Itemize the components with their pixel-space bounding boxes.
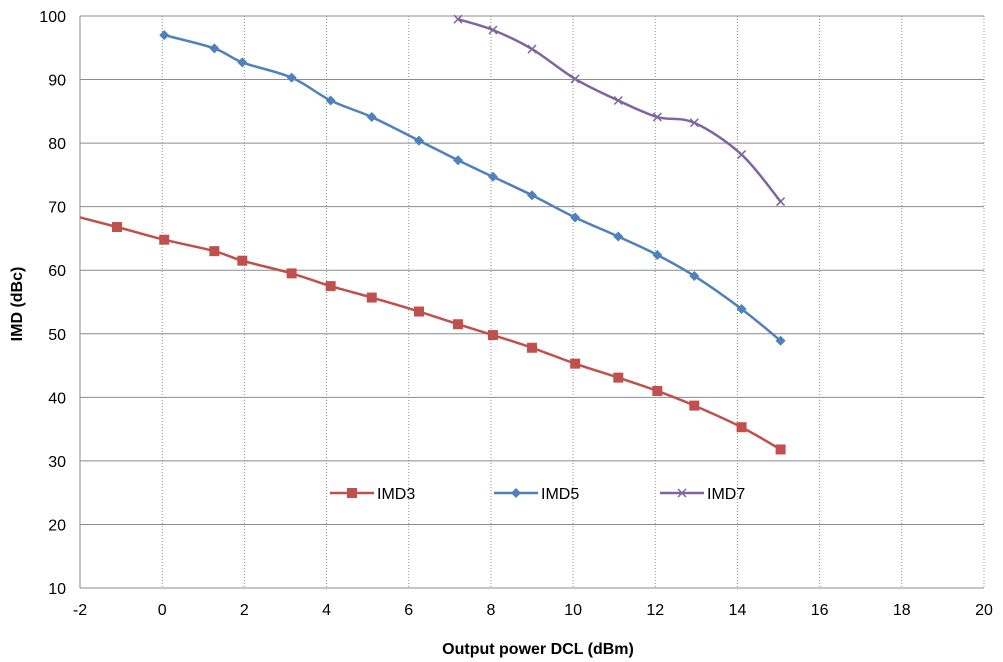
- data-point-imd7-4-stroke-b: [613, 95, 623, 106]
- data-point-imd3-1: [111, 222, 122, 233]
- data-point-imd5-13: [689, 270, 700, 281]
- y-tick-label-30: 30: [48, 454, 66, 471]
- x-tick-label-20: 20: [975, 602, 993, 619]
- x-tick-label-10: 10: [564, 602, 582, 619]
- data-point-imd3-7: [366, 292, 377, 303]
- data-point-imd7-1: [488, 25, 498, 35]
- data-point-imd3-12: [570, 358, 581, 369]
- data-point-imd7-6: [689, 118, 699, 128]
- data-point-imd5-15: [775, 335, 786, 346]
- legend-label-imd3: IMD3: [377, 486, 415, 503]
- y-tick-label-20: 20: [48, 517, 66, 534]
- y-tick-label-60: 60: [48, 263, 66, 280]
- data-point-imd3-16: [736, 422, 747, 433]
- data-point-imd3-6: [325, 281, 336, 292]
- x-tick-label-18: 18: [893, 602, 911, 619]
- series-line-imd7: [457, 17, 782, 203]
- data-point-imd7-2: [527, 44, 537, 54]
- data-point-imd7-0-stroke-b: [453, 14, 463, 24]
- data-point-imd7-7: [737, 150, 747, 160]
- data-point-imd7-0: [453, 14, 463, 24]
- data-point-imd7-2-stroke-b: [527, 44, 537, 54]
- legend-item-imd3: IMD3: [330, 486, 415, 503]
- data-point-imd5-10: [570, 212, 581, 223]
- data-point-imd5-5: [366, 112, 377, 123]
- series-line-imd3: [80, 216, 782, 451]
- data-point-imd5-3: [286, 72, 297, 83]
- y-tick-label-10: 10: [48, 581, 66, 598]
- legend: IMD3 IMD5 IMD7: [330, 486, 745, 503]
- data-point-imd3-10: [487, 330, 498, 341]
- x-tick-label-0: 0: [158, 602, 167, 619]
- data-point-imd7-4: [613, 95, 623, 106]
- legend-marker-imd7: [677, 488, 687, 498]
- x-tick-label-6: 6: [404, 602, 413, 619]
- data-point-imd3-3: [209, 246, 220, 257]
- data-point-imd7-8-stroke-b: [776, 197, 786, 207]
- data-point-imd7-7-stroke-b: [737, 150, 747, 160]
- legend-marker-imd5: [511, 488, 521, 498]
- axes: 10 20 30 40 50 60 70 80 90 100 -2 0 2 4 6 8 10 12 14 16 18 20: [39, 9, 993, 619]
- data-point-imd3-15: [689, 400, 700, 411]
- x-tick-label-4: 4: [322, 602, 331, 619]
- x-tick-label-2: 2: [240, 602, 249, 619]
- data-point-imd7-3-stroke-b: [570, 74, 580, 84]
- legend-marker-imd3: [347, 488, 357, 498]
- data-point-imd5-8: [487, 171, 498, 182]
- data-point-imd5-4: [325, 95, 336, 106]
- data-point-imd5-1: [209, 43, 220, 54]
- data-point-imd5-12: [652, 249, 663, 260]
- data-point-imd5-6: [414, 135, 424, 146]
- legend-label-imd5: IMD5: [541, 486, 579, 503]
- series-imd7: [453, 14, 786, 207]
- y-tick-label-80: 80: [48, 136, 66, 153]
- legend-item-imd7: IMD7: [660, 486, 745, 503]
- x-tick-label-14: 14: [729, 602, 747, 619]
- y-tick-label-70: 70: [48, 200, 66, 217]
- data-point-imd3-17: [775, 444, 786, 455]
- y-tick-label-100: 100: [39, 9, 66, 26]
- data-point-imd3-14: [652, 385, 663, 396]
- data-point-imd5-11: [613, 231, 624, 242]
- x-axis-title: Output power DCL (dBm): [442, 641, 634, 658]
- data-point-imd7-1-stroke-b: [488, 25, 498, 35]
- data-point-imd7-5-stroke-b: [652, 112, 662, 122]
- y-axis-title: IMD (dBc): [9, 267, 26, 342]
- y-tick-label-90: 90: [48, 73, 66, 90]
- series-line-imd5: [163, 33, 782, 342]
- data-point-imd3-11: [527, 342, 537, 353]
- series-imd3: [80, 216, 786, 455]
- data-point-imd3-2: [159, 234, 170, 245]
- data-point-imd7-3: [570, 74, 580, 84]
- legend-marker-imd7-stroke-b: [677, 488, 687, 498]
- series-imd5: [159, 30, 786, 346]
- x-tick-label--2: -2: [73, 602, 87, 619]
- data-point-imd7-6-stroke-b: [689, 118, 699, 128]
- y-tick-label-50: 50: [48, 327, 66, 344]
- legend-item-imd5: IMD5: [494, 486, 579, 503]
- data-point-imd3-9: [453, 319, 464, 330]
- data-point-imd3-5: [286, 268, 297, 279]
- data-point-imd5-7: [453, 155, 464, 166]
- data-point-imd5-2: [237, 57, 248, 68]
- data-point-imd3-4: [237, 255, 248, 266]
- x-tick-label-8: 8: [486, 602, 495, 619]
- data-point-imd7-5: [652, 112, 662, 122]
- x-tick-label-16: 16: [811, 602, 829, 619]
- data-point-imd5-0: [159, 30, 170, 41]
- data-point-imd5-14: [736, 303, 747, 314]
- legend-label-imd7: IMD7: [707, 486, 745, 503]
- y-tick-label-40: 40: [48, 390, 66, 407]
- data-point-imd3-13: [613, 372, 624, 383]
- data-point-imd7-8: [776, 197, 786, 207]
- data-point-imd3-8: [414, 306, 424, 317]
- series-layer: [80, 14, 786, 455]
- x-tick-label-12: 12: [646, 602, 664, 619]
- data-point-imd5-9: [527, 190, 537, 201]
- grid-lines: [80, 15, 985, 588]
